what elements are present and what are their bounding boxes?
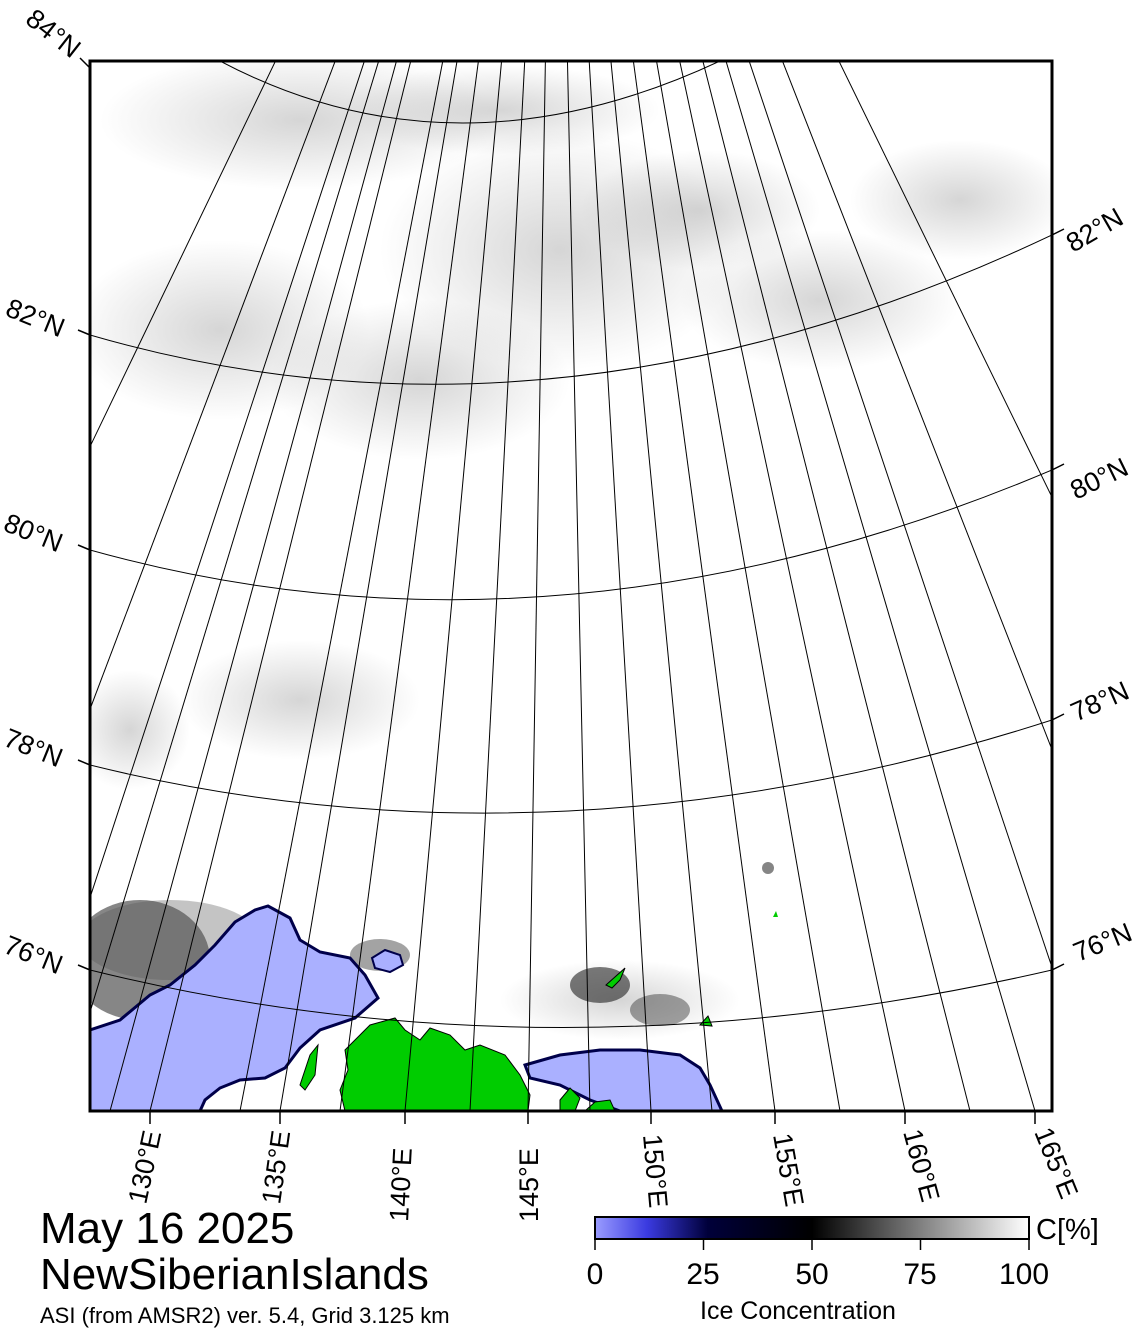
lon-label-165: 165°E xyxy=(1028,1123,1083,1203)
colorbar-tick-25: 25 xyxy=(686,1258,720,1291)
map-frame xyxy=(88,59,1054,1113)
lat-label-78-left: 78°N xyxy=(0,723,67,773)
colorbar-tick-75: 75 xyxy=(903,1258,937,1291)
lat-label-80-right: 80°N xyxy=(1065,452,1132,505)
tick-marks xyxy=(77,57,1065,1124)
map-date: May 16 2025 xyxy=(40,1204,295,1253)
lon-label-140: 140°E xyxy=(384,1147,418,1222)
lat-label-78-right: 78°N xyxy=(1066,676,1133,728)
lat-label-76-left: 76°N xyxy=(0,930,67,980)
colorbar xyxy=(594,1216,1030,1240)
lat-label-80-left: 80°N xyxy=(0,508,67,558)
lat-label-84-left: 84°N xyxy=(20,3,86,64)
land-new-siberian-islands xyxy=(299,911,778,1111)
lon-label-150: 150°E xyxy=(637,1133,673,1209)
colorbar-unit: C[%] xyxy=(1036,1214,1099,1246)
lat-label-76-right: 76°N xyxy=(1069,917,1136,967)
lon-label-135: 135°E xyxy=(256,1129,296,1206)
graticule xyxy=(90,61,1052,1111)
lon-label-145: 145°E xyxy=(514,1148,544,1222)
lon-label-160: 160°E xyxy=(897,1126,945,1205)
colorbar-tick-100: 100 xyxy=(998,1258,1050,1291)
lon-label-155: 155°E xyxy=(767,1131,809,1209)
lat-label-82-right: 82°N xyxy=(1061,202,1128,258)
colorbar-ticks xyxy=(594,1239,1030,1250)
colorbar-tick-50: 50 xyxy=(795,1258,829,1291)
lat-label-82-left: 82°N xyxy=(2,293,69,343)
lon-label-130: 130°E xyxy=(123,1128,168,1206)
colorbar-tick-0: 0 xyxy=(586,1258,604,1291)
data-source-note: ASI (from AMSR2) ver. 5.4, Grid 3.125 km xyxy=(40,1303,450,1328)
map-region-title: NewSiberianIslands xyxy=(40,1250,429,1299)
colorbar-title: Ice Concentration xyxy=(700,1297,896,1325)
map-content xyxy=(90,61,1052,1111)
